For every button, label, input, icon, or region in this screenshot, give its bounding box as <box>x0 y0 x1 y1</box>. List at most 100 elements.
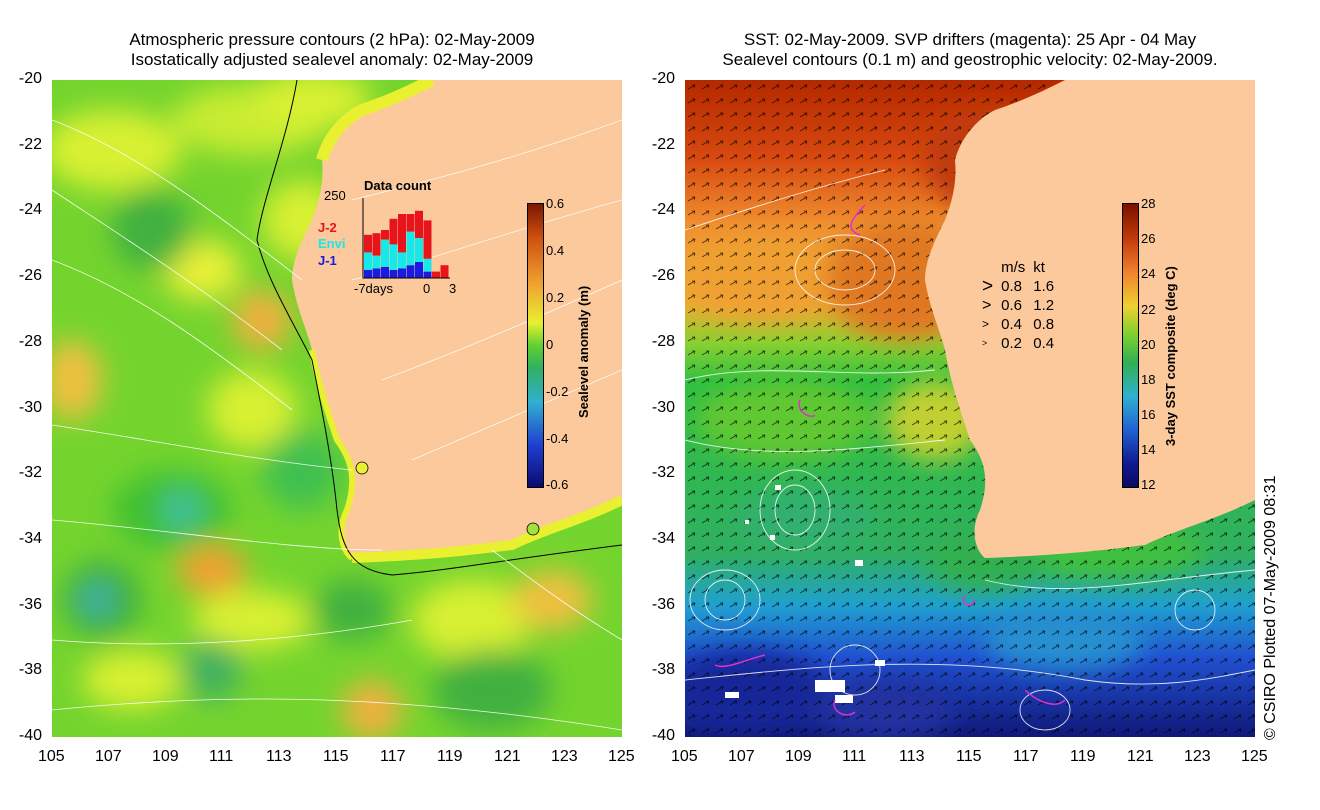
inset-bar-j1 <box>364 270 372 278</box>
inset-bar-j2 <box>432 271 440 278</box>
sst-colorbar-tick: 24 <box>1141 266 1156 281</box>
inset-axes <box>362 198 450 279</box>
velocity-legend-kt: 1.6 <box>1033 278 1055 295</box>
australia-land <box>925 80 1255 558</box>
inset-bar-envi <box>381 239 389 267</box>
longitude-tick-label: 109 <box>785 748 812 765</box>
longitude-tick-label: 111 <box>209 748 234 765</box>
inset-bar-j1 <box>406 265 415 278</box>
inset-bar-j2 <box>364 234 372 253</box>
cloud-mask <box>725 485 885 703</box>
longitude-tick-label: 105 <box>38 748 65 765</box>
inset-bar-j2 <box>415 210 423 238</box>
latitude-tick-label: -34 <box>651 529 675 547</box>
inset-bar-j1 <box>398 268 406 278</box>
inset-bar-envi <box>406 231 415 266</box>
velocity-legend-ms: 0.8 <box>1001 278 1022 295</box>
latitude-tick-label: -28 <box>651 332 675 350</box>
latitude-tick-label: -40 <box>18 727 42 744</box>
longitude-tick-label: 125 <box>1241 748 1268 765</box>
velocity-legend-ms: 0.2 <box>1001 335 1022 352</box>
sst-colorbar-tick: 28 <box>1141 196 1156 211</box>
sst-map[interactable]: m/s kt > 0.8 1.6 > 0.6 1.2 > 0.4 0.8 > 0… <box>685 80 1255 737</box>
isobath-line <box>256 80 622 576</box>
longitude-tick-label: 117 <box>380 748 406 765</box>
sst-field <box>685 80 1255 737</box>
longitude-tick-label: 111 <box>842 748 867 765</box>
sst-colorbar-tick: 22 <box>1141 302 1156 317</box>
left-title-line-2: Isostatically adjusted sealevel anomaly:… <box>130 50 534 69</box>
longitude-tick-label: 117 <box>1013 748 1039 765</box>
longitude-tick-label: 107 <box>728 748 755 765</box>
sst-colorbar <box>1122 203 1139 488</box>
latitude-tick-label: -28 <box>18 332 42 350</box>
latitude-tick-label: -36 <box>651 595 675 613</box>
latitude-tick-label: -36 <box>18 595 42 613</box>
inset-legend-envi: Envi <box>318 236 346 251</box>
right-title-line-2: Sealevel contours (0.1 m) and geostrophi… <box>722 50 1218 69</box>
latitude-tick-label: -40 <box>651 727 675 744</box>
left-title-line-1: Atmospheric pressure contours (2 hPa): 0… <box>129 30 535 49</box>
sealevel-contours <box>685 169 1255 731</box>
velocity-arrow-icon: > <box>982 297 992 314</box>
inset-bar-j1 <box>389 270 398 278</box>
longitude-tick-label: 121 <box>1127 748 1154 765</box>
longitude-tick-label: 115 <box>956 748 982 765</box>
inset-bar-j2 <box>406 214 415 232</box>
sealevel-colorbar-title: Sealevel anomaly (m) <box>576 285 591 418</box>
inset-bar-j1 <box>381 266 389 278</box>
velocity-legend-header-ms: m/s <box>1001 259 1026 276</box>
svp-drifter-tracks <box>714 204 1066 716</box>
velocity-legend-ms: 0.6 <box>1001 297 1022 314</box>
latitude-tick-label: -24 <box>18 201 42 219</box>
right-title-line-1: SST: 02-May-2009. SVP drifters (magenta)… <box>743 30 1197 49</box>
inset-legend-j1: J-1 <box>318 253 337 268</box>
sst-colorbar-tick: 20 <box>1141 337 1156 352</box>
latitude-tick-label: -30 <box>18 398 42 416</box>
latitude-tick-label: -32 <box>651 464 675 482</box>
sst-colorbar-tick: 12 <box>1141 477 1156 492</box>
inset-bar-j2 <box>381 230 389 240</box>
sst-colorbar-tick: 14 <box>1141 442 1156 457</box>
latitude-tick-label: -38 <box>651 661 675 679</box>
latitude-tick-label: -22 <box>18 135 42 153</box>
inset-x-label-zero: 0 <box>423 281 431 296</box>
sealevel-colorbar-tick: 0 <box>546 337 554 352</box>
latitude-tick-label: -22 <box>651 135 675 153</box>
velocity-legend-header-kt: kt <box>1033 259 1045 276</box>
sst-colorbar-title: 3-day SST composite (deg C) <box>1163 266 1178 446</box>
inset-bar-j1 <box>423 271 432 278</box>
longitude-tick-label: 119 <box>1070 748 1096 765</box>
inset-bar-j2 <box>372 233 381 256</box>
latitude-tick-label: -24 <box>651 201 675 219</box>
inset-x-label-start: -7days <box>354 281 394 296</box>
velocity-legend: m/s kt > 0.8 1.6 > 0.6 1.2 > 0.4 0.8 > 0… <box>980 258 1060 353</box>
velocity-legend-kt: 1.2 <box>1033 297 1055 314</box>
inset-bar-envi <box>415 238 423 262</box>
longitude-tick-label: 121 <box>494 748 521 765</box>
sst-colorbar-tick: 16 <box>1141 407 1156 422</box>
inset-bar-envi <box>423 258 432 272</box>
right-map-title: SST: 02-May-2009. SVP drifters (magenta)… <box>660 30 1280 70</box>
inset-x-label-end: 3 <box>449 281 457 296</box>
longitude-tick-label: 105 <box>671 748 698 765</box>
longitude-tick-label: 125 <box>608 748 635 765</box>
sst-colorbar-tick: 18 <box>1141 372 1156 387</box>
longitude-tick-label: 115 <box>323 748 349 765</box>
inset-bar-j2 <box>398 214 406 253</box>
inset-bar-envi <box>389 244 398 270</box>
inset-legend-j2: J-2 <box>318 220 337 235</box>
inset-bar-j2 <box>440 265 449 278</box>
longitude-tick-label: 109 <box>152 748 179 765</box>
latitude-tick-label: -34 <box>18 529 42 547</box>
velocity-arrow-icon: > <box>982 276 994 297</box>
inset-ymax: 250 <box>324 188 346 203</box>
sealevel-anomaly-map[interactable]: Data count 250 J-2 Envi J-1 -7days 0 3 0… <box>52 80 622 737</box>
latitude-tick-label: -32 <box>18 464 42 482</box>
inset-bar-envi <box>364 252 372 270</box>
longitude-tick-label: 119 <box>437 748 463 765</box>
sealevel-colorbar-tick: 0.2 <box>546 290 565 305</box>
velocity-arrow-icon: > <box>982 317 990 331</box>
sealevel-colorbar-tick: -0.6 <box>546 477 569 492</box>
latitude-tick-label: -26 <box>18 267 42 285</box>
